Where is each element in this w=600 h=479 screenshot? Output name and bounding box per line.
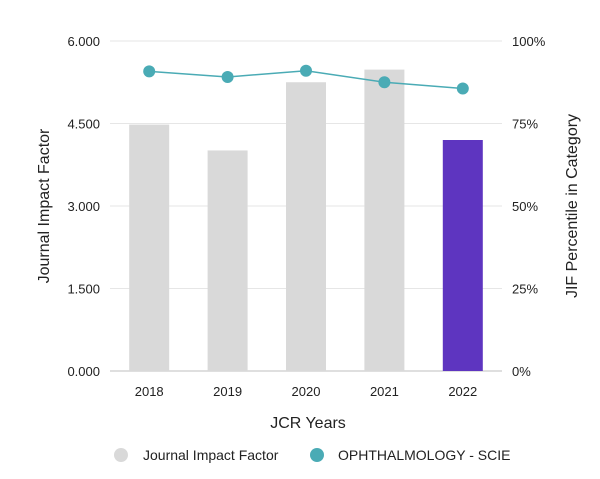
- y2-tick-label: 25%: [512, 282, 538, 297]
- bar-2020: [286, 82, 326, 371]
- percentile-point-2021: [378, 76, 391, 89]
- bar-2019: [207, 150, 248, 371]
- legend-label-ophthalmology: OPHTHALMOLOGY - SCIE: [338, 447, 510, 463]
- y-axis-left-ticks: 0.000 1.500 3.000 4.500 6.000: [67, 34, 100, 379]
- bar-2021: [364, 69, 405, 371]
- x-axis-title: JCR Years: [270, 415, 346, 432]
- y-tick-label: 0.000: [67, 364, 100, 379]
- y-tick-label: 1.500: [67, 282, 100, 297]
- y-tick-label: 3.000: [67, 199, 100, 214]
- bar-2022: [442, 140, 483, 371]
- bar-2018: [129, 124, 170, 371]
- legend-marker-journal-impact-factor: [114, 448, 128, 462]
- bar-series: [129, 69, 483, 371]
- percentile-point-2018: [143, 65, 156, 78]
- y2-tick-label: 75%: [512, 117, 538, 132]
- legend: Journal Impact Factor OPHTHALMOLOGY - SC…: [114, 447, 510, 463]
- x-tick-label: 2020: [292, 384, 321, 399]
- x-tick-label: 2018: [135, 384, 164, 399]
- y-axis-title: Journal Impact Factor: [36, 128, 53, 283]
- percentile-point-2022: [456, 82, 469, 95]
- y2-tick-label: 50%: [512, 199, 538, 214]
- legend-marker-ophthalmology: [310, 448, 324, 462]
- x-tick-label: 2019: [213, 384, 242, 399]
- y2-axis-title: JIF Percentile in Category: [564, 114, 581, 298]
- percentile-point-2020: [300, 64, 312, 77]
- x-tick-label: 2022: [448, 384, 477, 399]
- y-tick-label: 4.500: [67, 117, 100, 132]
- line-series: [143, 64, 469, 95]
- legend-label-journal-impact-factor: Journal Impact Factor: [143, 447, 279, 463]
- x-tick-label: 2021: [370, 384, 399, 399]
- y2-tick-label: 100%: [512, 34, 546, 49]
- x-axis-ticks: 2018 2019 2020 2021 2022: [135, 384, 478, 399]
- y2-tick-label: 0%: [512, 364, 531, 379]
- y-axis-right-ticks: 0% 25% 50% 75% 100%: [512, 34, 546, 379]
- percentile-point-2019: [221, 70, 234, 83]
- y-tick-label: 6.000: [67, 34, 100, 49]
